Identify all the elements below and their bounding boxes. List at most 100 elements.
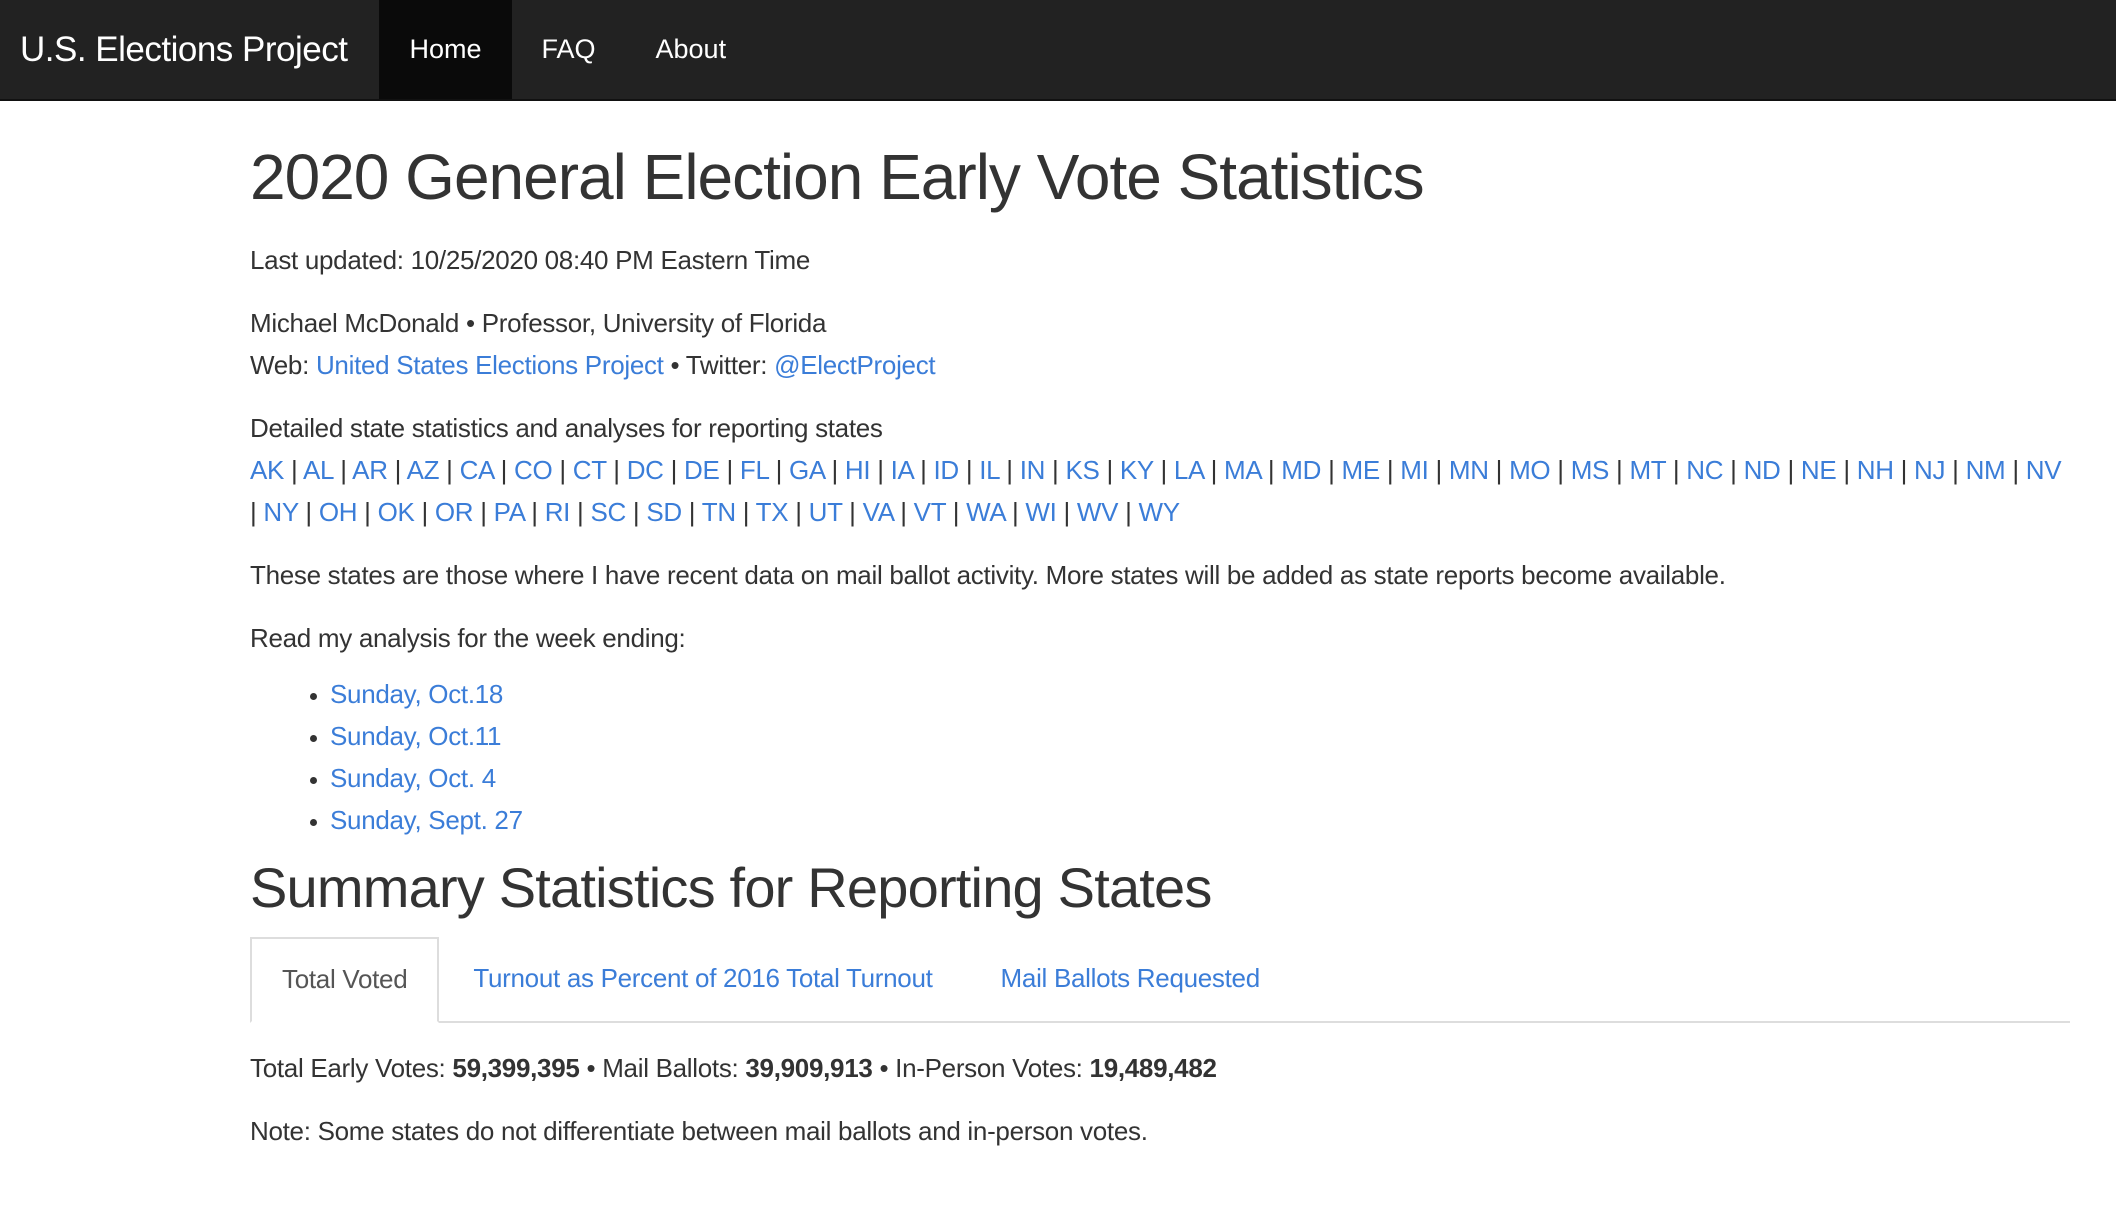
separator: |: [775, 455, 783, 485]
separator: |: [670, 455, 678, 485]
nav-faq[interactable]: FAQ: [541, 34, 596, 64]
analysis-link[interactable]: Sunday, Oct.11: [330, 721, 502, 751]
separator: |: [480, 497, 487, 527]
nav-about[interactable]: About: [655, 34, 727, 64]
tab-mail-ballots-requested[interactable]: Mail Ballots Requested: [967, 937, 1294, 1021]
state-link-dc[interactable]: DC: [626, 455, 664, 485]
analysis-link[interactable]: Sunday, Sept. 27: [330, 805, 523, 835]
state-link-oh[interactable]: OH: [318, 497, 358, 527]
state-link-ky[interactable]: KY: [1119, 455, 1154, 485]
separator: |: [500, 455, 508, 485]
state-link-nv[interactable]: NV: [2025, 455, 2062, 485]
state-link-or[interactable]: OR: [434, 497, 474, 527]
brand-link[interactable]: U.S. Elections Project: [20, 29, 348, 69]
web-label: Web:: [250, 350, 316, 380]
state-link-wa[interactable]: WA: [966, 497, 1006, 527]
nav-home[interactable]: Home: [379, 0, 512, 99]
analysis-link[interactable]: Sunday, Oct.18: [330, 679, 504, 709]
state-link-vt[interactable]: VT: [913, 497, 946, 527]
separator: |: [1063, 497, 1071, 527]
separator: |: [1210, 455, 1218, 485]
tab-turnout-percent[interactable]: Turnout as Percent of 2016 Total Turnout: [439, 937, 966, 1021]
state-link-mn[interactable]: MN: [1448, 455, 1489, 485]
separator: |: [1672, 455, 1680, 485]
early-votes-value: 59,399,395: [452, 1052, 580, 1083]
state-link-la[interactable]: LA: [1173, 455, 1204, 485]
state-link-ri[interactable]: RI: [544, 497, 571, 527]
state-link-de[interactable]: DE: [683, 455, 720, 485]
early-votes-label: Total Early Votes:: [250, 1052, 453, 1083]
separator: |: [1787, 455, 1794, 485]
state-link-ne[interactable]: NE: [1800, 455, 1837, 485]
state-link-nh[interactable]: NH: [1856, 455, 1894, 485]
state-link-md[interactable]: MD: [1281, 455, 1322, 485]
state-link-ar[interactable]: AR: [352, 455, 388, 485]
state-link-ut[interactable]: UT: [808, 497, 843, 527]
separator: |: [1052, 455, 1059, 485]
state-link-az[interactable]: AZ: [406, 455, 440, 485]
state-link-ok[interactable]: OK: [377, 497, 415, 527]
state-link-co[interactable]: CO: [514, 455, 553, 485]
separator: |: [340, 455, 347, 485]
analysis-intro: Read my analysis for the week ending:: [250, 623, 686, 653]
separator: |: [1435, 455, 1442, 485]
state-link-tn[interactable]: TN: [701, 497, 736, 527]
separator: |: [726, 455, 733, 485]
state-link-mo[interactable]: MO: [1509, 455, 1551, 485]
state-link-al[interactable]: AL: [303, 455, 334, 485]
state-link-il[interactable]: IL: [979, 455, 1000, 485]
state-link-wv[interactable]: WV: [1076, 497, 1119, 527]
state-link-tx[interactable]: TX: [755, 497, 789, 527]
state-link-ca[interactable]: CA: [459, 455, 494, 485]
state-link-fl[interactable]: FL: [739, 455, 769, 485]
separator: |: [1267, 455, 1275, 485]
twitter-label: • Twitter:: [663, 350, 775, 380]
state-link-ga[interactable]: GA: [788, 455, 825, 485]
state-link-va[interactable]: VA: [862, 497, 894, 527]
state-link-nj[interactable]: NJ: [1914, 455, 1946, 485]
state-link-nc[interactable]: NC: [1686, 455, 1724, 485]
state-link-nd[interactable]: ND: [1743, 455, 1781, 485]
list-item: Sunday, Oct.18: [330, 673, 2070, 715]
list-item: Sunday, Sept. 27: [330, 799, 2070, 841]
state-link-mi[interactable]: MI: [1400, 455, 1429, 485]
state-link-hi[interactable]: HI: [844, 455, 871, 485]
separator: |: [900, 497, 907, 527]
state-link-ms[interactable]: MS: [1570, 455, 1610, 485]
state-link-ma[interactable]: MA: [1223, 455, 1261, 485]
separator: |: [1557, 455, 1564, 485]
state-link-wi[interactable]: WI: [1025, 497, 1057, 527]
state-link-me[interactable]: ME: [1341, 455, 1380, 485]
web-link[interactable]: United States Elections Project: [315, 350, 664, 380]
mail-ballots-label: • Mail Ballots:: [579, 1052, 746, 1083]
state-links: AK | AL | AR | AZ | CA | CO | CT | DC | …: [250, 449, 2070, 533]
state-link-wy[interactable]: WY: [1138, 497, 1181, 527]
state-link-in[interactable]: IN: [1019, 455, 1046, 485]
state-link-sd[interactable]: SD: [646, 497, 682, 527]
state-link-nm[interactable]: NM: [1965, 455, 2006, 485]
separator: |: [1616, 455, 1623, 485]
state-link-ct[interactable]: CT: [572, 455, 607, 485]
state-link-ia[interactable]: IA: [890, 455, 914, 485]
separator: |: [2012, 455, 2019, 485]
tab-turnout-percent-link[interactable]: Turnout as Percent of 2016 Total Turnout: [473, 963, 933, 994]
state-link-ny[interactable]: NY: [263, 497, 299, 527]
state-link-pa[interactable]: PA: [493, 497, 525, 527]
main-content: 2020 General Election Early Vote Statist…: [250, 101, 2070, 1152]
tab-mail-ballots-requested-link[interactable]: Mail Ballots Requested: [1000, 963, 1261, 994]
separator: |: [613, 455, 620, 485]
twitter-link[interactable]: @ElectProject: [774, 350, 936, 380]
state-link-ak[interactable]: AK: [250, 455, 285, 485]
separator: |: [795, 497, 802, 527]
state-link-mt[interactable]: MT: [1629, 455, 1666, 485]
tab-total-voted[interactable]: Total Voted: [250, 936, 440, 1023]
state-link-sc[interactable]: SC: [590, 497, 626, 527]
separator: |: [849, 497, 856, 527]
in-person-label: • In-Person Votes:: [872, 1052, 1090, 1083]
separator: |: [632, 497, 640, 527]
state-link-ks[interactable]: KS: [1065, 455, 1100, 485]
separator: |: [305, 497, 312, 527]
separator: |: [1011, 497, 1019, 527]
analysis-link[interactable]: Sunday, Oct. 4: [330, 763, 496, 793]
state-link-id[interactable]: ID: [933, 455, 959, 485]
